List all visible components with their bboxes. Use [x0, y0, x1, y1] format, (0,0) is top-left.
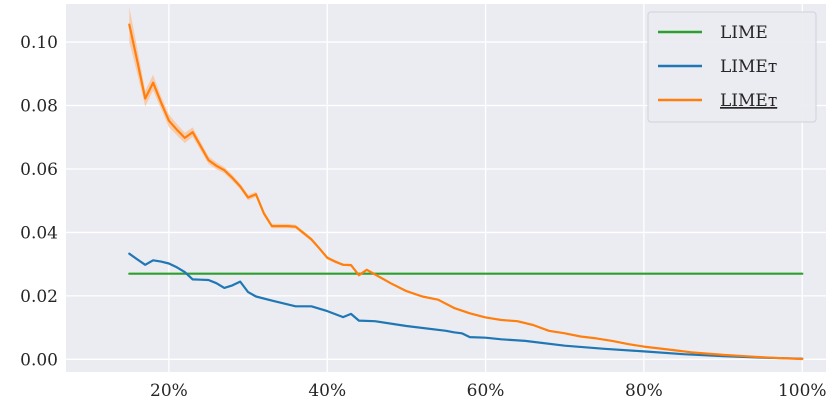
- y-tick-label: 0.00: [20, 350, 58, 370]
- legend-label: LIMEт: [720, 91, 777, 111]
- x-tick-label: 100%: [778, 381, 827, 401]
- legend-label: LIMEт: [720, 57, 777, 77]
- x-axis-ticks: 20% 40% 60% 80% 100%: [150, 381, 827, 401]
- x-tick-label: 80%: [625, 381, 663, 401]
- y-tick-label: 0.02: [20, 287, 58, 307]
- y-tick-label: 0.10: [20, 33, 58, 53]
- series-lines-layer: [128, 23, 804, 361]
- x-tick-label: 40%: [308, 381, 346, 401]
- x-tick-label: 20%: [150, 381, 188, 401]
- y-tick-label: 0.08: [20, 97, 58, 117]
- y-tick-label: 0.04: [20, 223, 58, 243]
- x-tick-label: 60%: [467, 381, 505, 401]
- y-tick-label: 0.06: [20, 160, 58, 180]
- series-line-1: [128, 252, 804, 360]
- legend: LIME LIMEт LIMEт: [647, 11, 817, 123]
- y-axis-ticks: 0.00 0.02 0.04 0.06 0.08 0.10: [20, 33, 58, 370]
- series-line-2: [128, 23, 804, 361]
- legend-label: LIME: [720, 23, 768, 43]
- legend-box: [647, 11, 817, 123]
